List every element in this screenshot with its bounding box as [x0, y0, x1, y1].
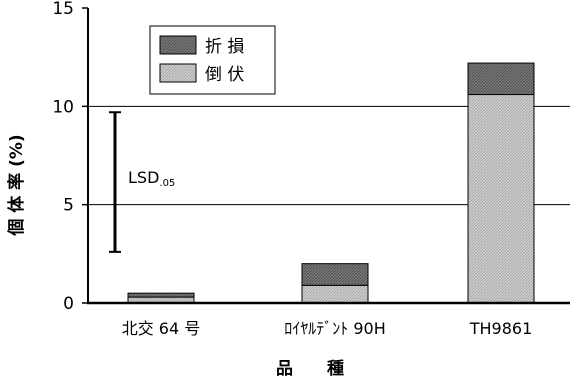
- x-axis-label: 品 種: [276, 358, 344, 379]
- lsd-label-sub: .05: [159, 178, 175, 189]
- legend-swatch-lodging: [160, 64, 196, 82]
- legend: 折 損 倒 伏: [150, 26, 275, 94]
- y-axis-label: 個 体 率 (%): [6, 134, 27, 236]
- x-category-label-1: ﾛｲﾔﾙﾃﾞﾝﾄ 90H: [284, 319, 385, 338]
- bar-lodging-2: [468, 95, 534, 303]
- lsd-error-bar: LSD.05: [109, 112, 175, 252]
- legend-label-lodging: 倒 伏: [205, 65, 244, 85]
- lsd-label-main: LSD: [128, 168, 159, 187]
- y-tick-label-2: 10: [52, 97, 74, 117]
- legend-label-break: 折 損: [205, 37, 244, 57]
- y-tick-label-1: 5: [63, 196, 74, 216]
- y-tick-label-3: 15: [52, 0, 74, 19]
- bar-lodging-1: [302, 285, 368, 303]
- bar-break-0: [128, 293, 194, 297]
- lsd-label: LSD.05: [128, 168, 175, 189]
- x-category-labels: 北交 64 号 ﾛｲﾔﾙﾃﾞﾝﾄ 90H TH9861: [122, 319, 533, 338]
- y-tick-label-0: 0: [63, 294, 74, 314]
- x-category-label-0: 北交 64 号: [122, 319, 201, 338]
- bar-break-2: [468, 63, 534, 94]
- bar-break-1: [302, 264, 368, 286]
- legend-swatch-break: [160, 36, 196, 54]
- y-ticks: 0 5 10 15: [52, 0, 88, 314]
- x-category-label-2: TH9861: [469, 319, 533, 338]
- bars: [128, 63, 534, 303]
